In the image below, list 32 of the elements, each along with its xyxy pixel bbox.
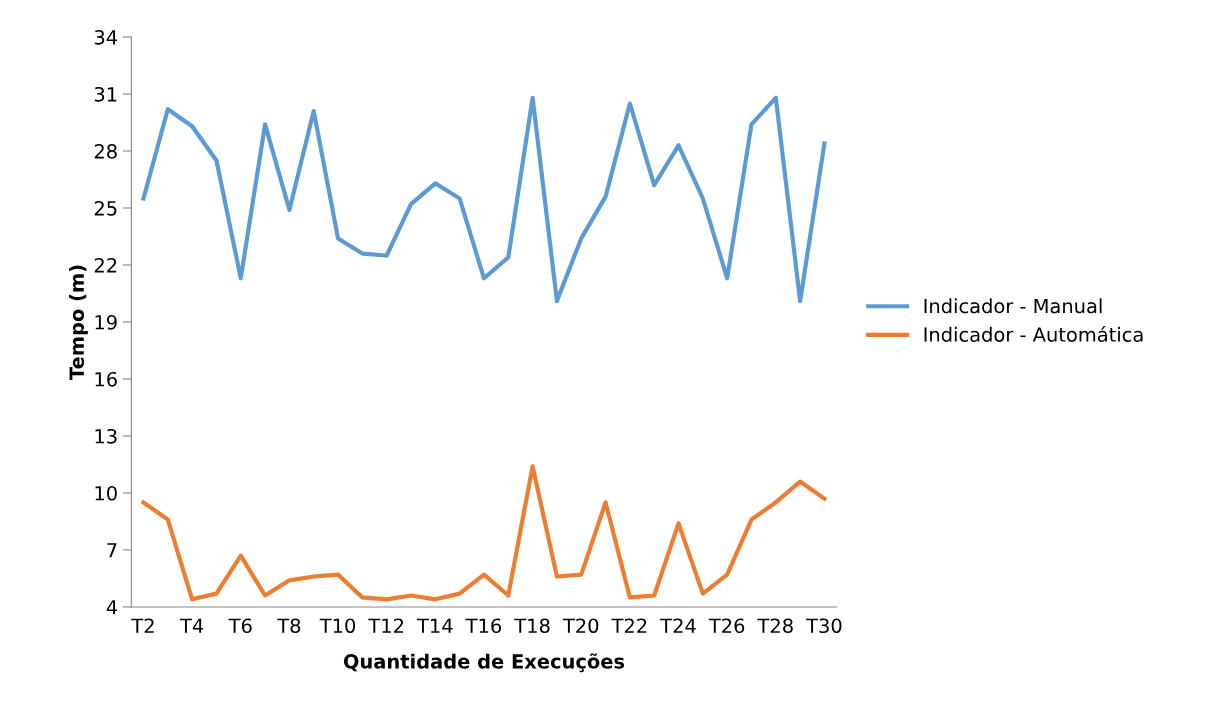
x-tick-label: T6 <box>228 618 252 634</box>
x-tick-label: T2 <box>131 618 154 633</box>
x-tick-label: T28 <box>757 618 793 634</box>
x-tick-label: T16 <box>465 618 502 634</box>
x-tick-label: T12 <box>368 618 404 633</box>
y-tick-label: 16 <box>95 371 117 387</box>
y-tick-label: 10 <box>95 485 117 501</box>
line-series <box>141 464 827 602</box>
y-tick-label: 22 <box>94 257 117 273</box>
legend-label: Indicador - Manual <box>924 298 1102 314</box>
x-tick-label: T24 <box>660 618 696 633</box>
line-series <box>141 95 827 304</box>
y-tick-label: 13 <box>95 428 117 444</box>
x-tick-label: T20 <box>562 618 599 634</box>
y-tick-label: 25 <box>94 200 117 216</box>
x-tick-label: T30 <box>806 618 842 634</box>
x-tick-label: T18 <box>514 618 550 634</box>
legend-label: Indicador - Automática <box>924 326 1143 342</box>
x-tick-label: T22 <box>611 618 647 633</box>
y-tick-label: 31 <box>94 86 117 102</box>
x-tick-label: T10 <box>319 618 356 634</box>
y-axis-title: Tempo (m) <box>69 265 88 380</box>
y-tick-label: 7 <box>107 543 117 558</box>
y-tick-label: 28 <box>94 143 117 159</box>
x-tick-label: T14 <box>416 618 453 633</box>
x-axis-title: Quantidade de Execuções <box>343 653 625 673</box>
y-tick-label: 34 <box>94 29 118 45</box>
x-tick-label: T4 <box>179 618 204 633</box>
y-tick-label: 19 <box>95 314 117 330</box>
x-tick-label: T26 <box>708 618 745 634</box>
x-tick-label: T8 <box>277 618 301 634</box>
y-tick-label: 4 <box>106 600 118 615</box>
